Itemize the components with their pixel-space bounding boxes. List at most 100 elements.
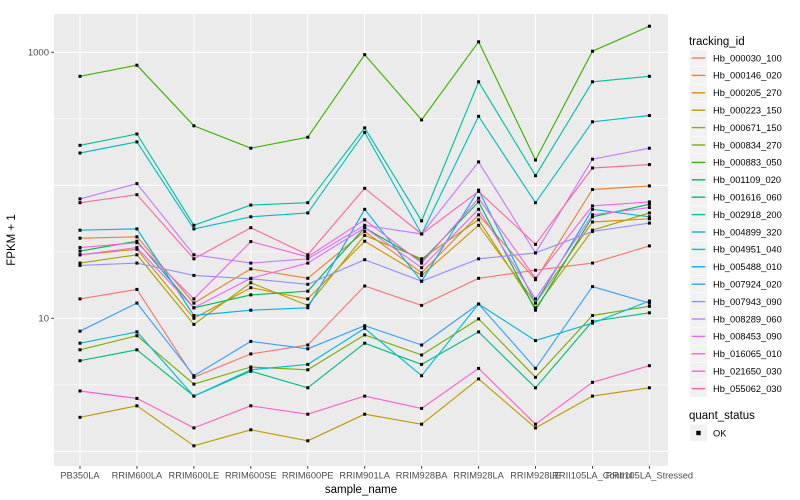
legend-item-label: Hb_016065_010 [713, 349, 782, 359]
data-point [306, 343, 310, 347]
y-tick-label: 10 [38, 314, 49, 325]
data-point [420, 353, 424, 357]
data-point [363, 126, 367, 130]
legend-item-Hb_000146_020: Hb_000146_020 [690, 67, 782, 84]
data-point [363, 218, 367, 222]
data-point [363, 333, 367, 337]
data-point [306, 257, 310, 261]
legend-item-OK: OK [690, 424, 727, 442]
data-point [591, 207, 594, 211]
legend-item-label: Hb_007924_020 [713, 280, 782, 290]
data-point [420, 219, 424, 223]
data-point [306, 282, 310, 286]
y-tick-label: 1000 [28, 48, 49, 59]
data-point [534, 339, 537, 343]
data-point [363, 207, 367, 211]
legend2-title: quant_status [689, 410, 755, 422]
data-point [192, 322, 196, 326]
data-point [192, 306, 196, 310]
data-point [647, 202, 651, 206]
data-point [249, 203, 253, 207]
data-point [363, 229, 367, 233]
data-point [249, 286, 253, 290]
data-point [135, 253, 139, 257]
data-point [420, 118, 424, 122]
data-point [363, 341, 367, 345]
data-point [135, 330, 139, 334]
x-tick-label: RRIM928LA [453, 471, 504, 481]
legend-tracking-id: tracking_id Hb_000030_100 Hb_000146_020 Hb_… [689, 36, 782, 397]
data-point [591, 80, 594, 84]
legend-item-Hb_000671_150: Hb_000671_150 [690, 119, 782, 136]
data-point [135, 396, 139, 400]
data-point [192, 444, 196, 448]
data-point [477, 257, 481, 261]
black-square-marker [696, 430, 701, 436]
data-point [477, 302, 481, 306]
x-tick-label: RRIM901LA [339, 471, 390, 481]
data-point [647, 215, 651, 219]
data-point [135, 63, 139, 67]
data-point [591, 213, 594, 217]
data-point [534, 426, 537, 430]
data-point [78, 329, 82, 333]
data-point [420, 279, 424, 283]
data-point [591, 380, 594, 384]
data-point [477, 330, 481, 334]
data-point [534, 386, 537, 390]
data-point [477, 218, 481, 222]
data-point [306, 303, 310, 307]
data-point [477, 114, 481, 118]
legend-item-Hb_002918_200: Hb_002918_200 [690, 206, 782, 223]
data-point [249, 267, 253, 271]
data-point [78, 261, 82, 265]
data-point [135, 241, 139, 245]
legend-item-label: Hb_000205_270 [713, 88, 782, 98]
data-point [591, 220, 594, 224]
data-point [534, 422, 537, 426]
data-point [306, 412, 310, 416]
data-point [306, 306, 310, 310]
data-point [306, 276, 310, 280]
data-point [192, 382, 196, 386]
data-point [591, 314, 594, 317]
data-point [192, 301, 196, 305]
data-point [249, 215, 253, 219]
gridlines [54, 14, 668, 466]
legend-item-label: Hb_001616_060 [713, 193, 782, 203]
data-point [363, 186, 367, 190]
data-point [591, 321, 594, 325]
data-point [192, 426, 196, 430]
data-point [192, 273, 196, 277]
legend-item-label: Hb_001109_020 [713, 175, 781, 185]
data-point [192, 227, 196, 231]
data-point [420, 232, 424, 236]
data-point [420, 261, 424, 265]
data-point [647, 386, 651, 390]
data-point [78, 389, 82, 393]
legend-item-Hb_000834_270: Hb_000834_270 [690, 136, 782, 154]
data-point [306, 261, 310, 265]
legend-item-Hb_000883_050: Hb_000883_050 [690, 154, 782, 171]
legend-item-Hb_008289_060: Hb_008289_060 [690, 310, 782, 328]
data-point [420, 422, 424, 426]
data-point [78, 297, 82, 301]
data-point [534, 268, 537, 272]
legend-item-label: Hb_000883_050 [713, 158, 782, 168]
data-point [477, 276, 481, 280]
legend-item-Hb_000223_150: Hb_000223_150 [690, 101, 782, 119]
data-point [647, 364, 651, 368]
legend-item-label: Hb_000030_100 [713, 53, 782, 63]
legend-item-Hb_007943_090: Hb_007943_090 [690, 293, 782, 310]
data-point [78, 201, 82, 205]
legend-item-label: Hb_005488_010 [713, 262, 782, 272]
data-point [534, 306, 537, 310]
x-tick-label: RRIM600LA [112, 471, 163, 481]
data-point [192, 375, 196, 379]
data-point [591, 157, 594, 161]
legend-item-label: Hb_000671_150 [713, 123, 782, 133]
legend-item-Hb_005488_010: Hb_005488_010 [690, 258, 782, 276]
data-point [591, 49, 594, 53]
